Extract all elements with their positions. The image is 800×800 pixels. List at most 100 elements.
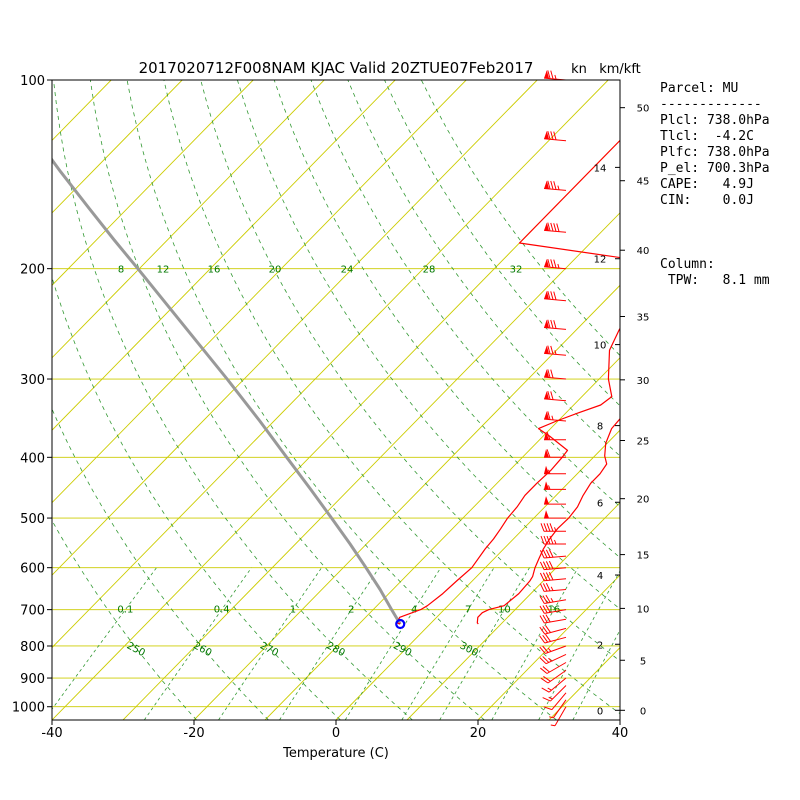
kft-tick-label: 15: [637, 551, 650, 562]
barb-half: [550, 598, 554, 603]
barb-full: [545, 582, 551, 592]
barb-full: [543, 523, 548, 532]
isotherm-line: [52, 80, 467, 504]
km-tick-label: 4: [597, 571, 603, 582]
km-tick-label: 8: [597, 422, 603, 433]
barb-full: [550, 345, 554, 355]
barb-full: [540, 523, 545, 532]
dry-adiabat-line: [163, 80, 620, 715]
wind-barb: [544, 391, 567, 402]
mixing-ratio-line: [401, 567, 495, 720]
kft-tick-label: 20: [637, 495, 650, 506]
barb-half: [550, 586, 554, 591]
dry-adiabat-line: [89, 80, 485, 720]
wind-barb: [543, 692, 567, 711]
wind-barb: [539, 614, 567, 624]
barb-full: [547, 180, 551, 190]
barb-full: [542, 634, 549, 643]
barb-full: [542, 583, 548, 592]
x-tick-label: 0: [332, 726, 340, 741]
barb-flag: [544, 290, 550, 300]
barb-staff: [544, 589, 567, 592]
barb-full: [543, 676, 551, 682]
barb-full: [542, 645, 549, 653]
barb-full: [540, 535, 545, 545]
wind-barb: [544, 130, 567, 142]
barb-flag: [544, 258, 550, 268]
barb-full: [553, 259, 557, 268]
moist-adiabat-label: 24: [341, 265, 354, 276]
wind-barb: [544, 496, 566, 505]
wind-barb: [539, 653, 567, 665]
x-axis-label: Temperature (C): [282, 746, 389, 761]
barb-full: [548, 549, 554, 558]
barb-staff: [544, 376, 567, 380]
barb-full: [547, 222, 551, 232]
barb-full: [542, 697, 551, 702]
km-kft-unit-label: km/kft: [599, 62, 641, 77]
wind-barb: [539, 560, 567, 571]
temperature-axis-ticks: -40 -20 0 20 40: [41, 720, 628, 741]
pel-value: P_el: 700.3hPa: [660, 161, 770, 176]
isotherm-line: [477, 574, 620, 720]
kft-tick-label: 40: [637, 246, 650, 257]
isotherm-line: [52, 80, 183, 214]
wind-barb: [540, 523, 566, 532]
isotherm-line: [193, 284, 620, 720]
barb-flag: [544, 369, 550, 378]
barb-flag: [544, 345, 550, 354]
kft-tick-label: 5: [640, 656, 646, 667]
barb-full: [547, 70, 551, 79]
y-tick-label: 1000: [12, 701, 45, 716]
dry-adiabat-line: [200, 80, 620, 662]
km-tick-label: 12: [594, 255, 607, 266]
barb-flag: [544, 465, 549, 474]
mixing-ratio-line: [491, 567, 579, 720]
isotherm-line: [52, 80, 538, 576]
km-tick-label: 6: [597, 498, 603, 509]
wind-barb: [544, 345, 567, 356]
barb-half: [550, 724, 556, 727]
isotherm-line: [52, 80, 254, 286]
barb-full: [542, 561, 548, 570]
km-tick-label: 14: [594, 163, 607, 174]
dry-adiabat-line: [52, 519, 197, 720]
barb-staff: [554, 706, 567, 727]
wind-barb: [540, 535, 566, 545]
barb-flag: [544, 481, 549, 490]
wind-barb: [544, 369, 567, 380]
barb-full: [550, 259, 554, 268]
mixing-ratio-line: [538, 570, 620, 720]
isotherm-line: [264, 357, 620, 720]
barb-staff: [544, 578, 567, 582]
barb-flag: [544, 510, 549, 519]
y-tick-label: 800: [20, 640, 45, 655]
barb-full: [547, 391, 551, 400]
barb-full: [550, 70, 554, 80]
dry-adiabat-line: [126, 80, 557, 720]
wind-barbs: [539, 70, 567, 727]
temperature-trace: [476, 417, 620, 625]
x-tick-label: -40: [41, 726, 62, 741]
wind-barb: [544, 411, 567, 422]
barb-full: [549, 523, 554, 532]
y-tick-label: 500: [20, 512, 45, 527]
barb-staff: [544, 627, 567, 635]
barb-half: [554, 350, 557, 355]
barb-full: [542, 666, 550, 673]
cin-value: CIN: 0.0J: [660, 193, 754, 208]
plcl-value: Plcl: 738.0hPa: [660, 113, 770, 128]
mixing-ratio-label: 2: [348, 605, 354, 616]
kft-tick-label: 50: [637, 104, 650, 115]
barb-half: [557, 185, 560, 190]
wind-barb: [541, 677, 567, 693]
wind-barb: [539, 549, 567, 559]
wind-barb: [540, 662, 567, 674]
barb-full: [539, 583, 545, 592]
barb-full: [550, 291, 554, 300]
isotherm-line: [52, 80, 325, 359]
barb-half: [547, 687, 552, 691]
kn-unit-label: kn: [571, 62, 587, 77]
barb-half: [554, 74, 557, 80]
